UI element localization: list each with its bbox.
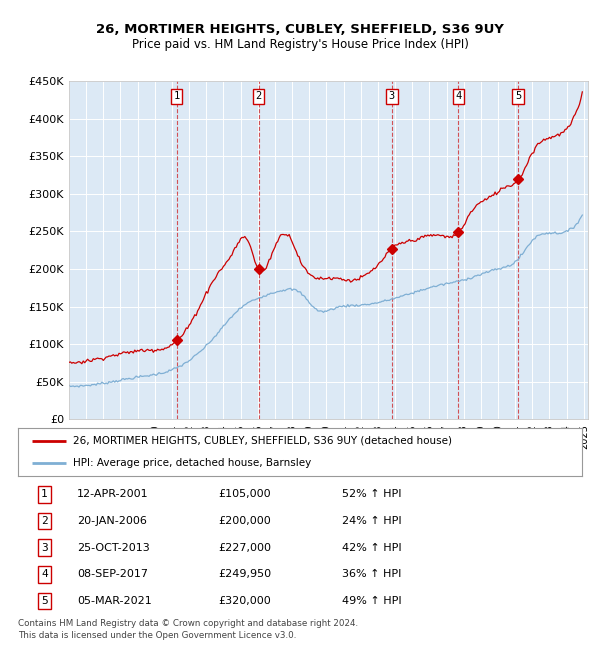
Text: 20-JAN-2006: 20-JAN-2006 [77, 516, 147, 526]
Text: 2: 2 [256, 91, 262, 101]
Text: £249,950: £249,950 [218, 569, 271, 579]
Text: £227,000: £227,000 [218, 543, 271, 552]
Text: 4: 4 [41, 569, 48, 579]
Text: £105,000: £105,000 [218, 489, 271, 499]
Text: 1: 1 [173, 91, 180, 101]
Text: 49% ↑ HPI: 49% ↑ HPI [342, 596, 402, 606]
Text: This data is licensed under the Open Government Licence v3.0.: This data is licensed under the Open Gov… [18, 630, 296, 640]
Text: 3: 3 [41, 543, 48, 552]
Text: 2: 2 [41, 516, 48, 526]
Text: Contains HM Land Registry data © Crown copyright and database right 2024.: Contains HM Land Registry data © Crown c… [18, 619, 358, 628]
Text: 05-MAR-2021: 05-MAR-2021 [77, 596, 152, 606]
Text: 24% ↑ HPI: 24% ↑ HPI [342, 516, 402, 526]
Text: 26, MORTIMER HEIGHTS, CUBLEY, SHEFFIELD, S36 9UY: 26, MORTIMER HEIGHTS, CUBLEY, SHEFFIELD,… [96, 23, 504, 36]
Text: 36% ↑ HPI: 36% ↑ HPI [342, 569, 401, 579]
Text: 1: 1 [41, 489, 48, 499]
Text: £320,000: £320,000 [218, 596, 271, 606]
Text: 12-APR-2001: 12-APR-2001 [77, 489, 149, 499]
Text: HPI: Average price, detached house, Barnsley: HPI: Average price, detached house, Barn… [73, 458, 311, 468]
Text: 5: 5 [41, 596, 48, 606]
Text: 08-SEP-2017: 08-SEP-2017 [77, 569, 148, 579]
Text: £200,000: £200,000 [218, 516, 271, 526]
Text: Price paid vs. HM Land Registry's House Price Index (HPI): Price paid vs. HM Land Registry's House … [131, 38, 469, 51]
Text: 3: 3 [389, 91, 395, 101]
Text: 26, MORTIMER HEIGHTS, CUBLEY, SHEFFIELD, S36 9UY (detached house): 26, MORTIMER HEIGHTS, CUBLEY, SHEFFIELD,… [73, 436, 452, 446]
Text: 4: 4 [455, 91, 461, 101]
Text: 5: 5 [515, 91, 521, 101]
Text: 42% ↑ HPI: 42% ↑ HPI [342, 543, 402, 552]
Text: 25-OCT-2013: 25-OCT-2013 [77, 543, 150, 552]
Text: 52% ↑ HPI: 52% ↑ HPI [342, 489, 402, 499]
